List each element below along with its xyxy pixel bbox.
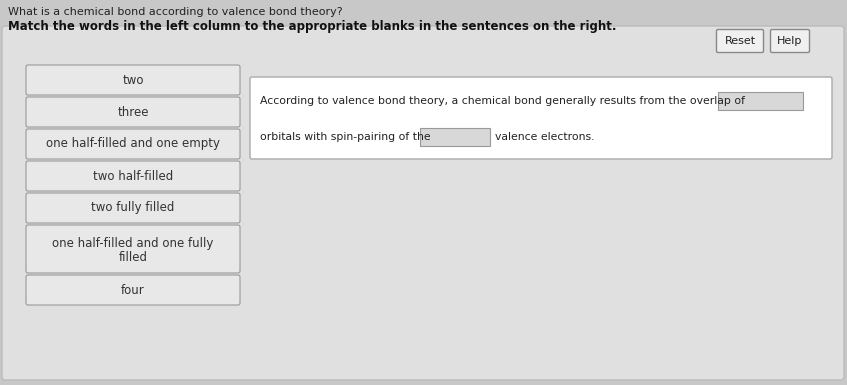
Text: Match the words in the left column to the appropriate blanks in the sentences on: Match the words in the left column to th… <box>8 20 617 33</box>
Text: What is a chemical bond according to valence bond theory?: What is a chemical bond according to val… <box>8 7 343 17</box>
FancyBboxPatch shape <box>26 275 240 305</box>
Text: Help: Help <box>778 36 803 46</box>
Text: three: three <box>117 105 149 119</box>
Text: According to valence bond theory, a chemical bond generally results from the ove: According to valence bond theory, a chem… <box>260 96 745 106</box>
FancyBboxPatch shape <box>718 92 803 110</box>
Text: orbitals with spin-pairing of the: orbitals with spin-pairing of the <box>260 132 430 142</box>
FancyBboxPatch shape <box>250 77 832 159</box>
Text: one half-filled and one fully: one half-filled and one fully <box>53 237 213 250</box>
Text: two: two <box>122 74 144 87</box>
Text: valence electrons.: valence electrons. <box>495 132 595 142</box>
Text: filled: filled <box>119 251 147 264</box>
FancyBboxPatch shape <box>717 30 763 52</box>
Text: Reset: Reset <box>724 36 756 46</box>
FancyBboxPatch shape <box>2 26 844 380</box>
Text: two half-filled: two half-filled <box>93 169 173 182</box>
FancyBboxPatch shape <box>26 193 240 223</box>
FancyBboxPatch shape <box>771 30 810 52</box>
FancyBboxPatch shape <box>26 225 240 273</box>
FancyBboxPatch shape <box>26 97 240 127</box>
FancyBboxPatch shape <box>26 161 240 191</box>
Text: two fully filled: two fully filled <box>91 201 174 214</box>
Text: four: four <box>121 283 145 296</box>
FancyBboxPatch shape <box>26 65 240 95</box>
Text: one half-filled and one empty: one half-filled and one empty <box>46 137 220 151</box>
FancyBboxPatch shape <box>26 129 240 159</box>
FancyBboxPatch shape <box>420 128 490 146</box>
